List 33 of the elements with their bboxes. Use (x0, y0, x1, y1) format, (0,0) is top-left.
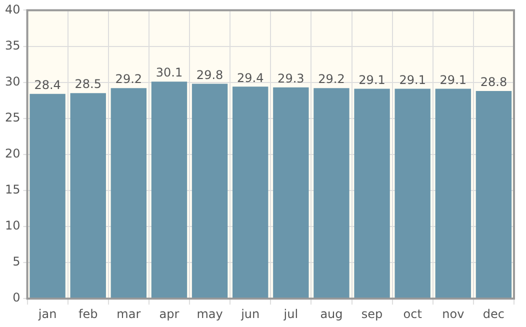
data-label: 28.4 (34, 78, 61, 92)
x-tick-label: feb (78, 306, 98, 321)
x-tick-label: aug (320, 306, 343, 321)
y-tick-label: 30 (4, 74, 20, 88)
y-tick-label: 5 (12, 254, 20, 269)
data-label: 29.1 (440, 72, 467, 87)
data-label: 29.8 (196, 68, 224, 82)
x-tick-label: may (196, 306, 223, 321)
data-label: 30.1 (156, 66, 183, 80)
data-label: 28.8 (480, 75, 508, 90)
y-tick-label: 40 (4, 2, 20, 16)
x-tick-label: sep (361, 306, 383, 321)
y-tick-label: 20 (4, 146, 20, 161)
data-label: 29.3 (278, 71, 304, 86)
y-tick-label: 15 (4, 182, 20, 197)
data-label: 29.1 (399, 72, 426, 87)
y-tick-label: 0 (12, 290, 20, 305)
y-tick-label: 10 (4, 218, 20, 233)
x-tick-label: mar (116, 306, 141, 321)
data-label: 28.5 (74, 77, 102, 92)
x-tick-label: oct (403, 306, 422, 321)
y-tick-label: 25 (4, 110, 20, 124)
data-label: 29.2 (318, 72, 345, 86)
data-label: 29.4 (236, 70, 264, 85)
y-tick-label: 35 (4, 38, 20, 52)
x-tick-label: jan (37, 306, 57, 321)
x-tick-label: jun (240, 306, 260, 321)
x-tick-label: dec (482, 306, 505, 321)
x-tick-label: jul (282, 306, 298, 321)
x-tick-label: apr (159, 306, 180, 321)
data-label: 29.1 (358, 72, 386, 87)
data-label: 29.2 (115, 72, 142, 86)
x-tick-label: nov (442, 306, 464, 321)
